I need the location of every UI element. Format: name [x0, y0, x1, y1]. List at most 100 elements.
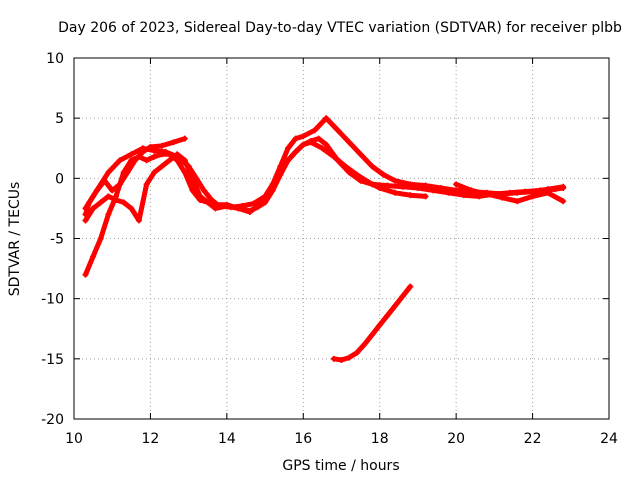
data-point [227, 204, 234, 211]
data-point [361, 341, 368, 348]
data-point [90, 253, 97, 260]
data-point [151, 153, 158, 160]
data-point [323, 115, 330, 122]
data-point [90, 205, 97, 212]
data-point [514, 198, 521, 205]
data-point [135, 217, 142, 224]
data-point [128, 157, 135, 164]
data-point [544, 189, 551, 196]
data-point [109, 187, 116, 194]
data-point [250, 200, 257, 207]
data-point [189, 187, 196, 194]
data-point [254, 204, 261, 211]
data-point [353, 349, 360, 356]
y-axis-label: SDTVAR / TECUs [7, 182, 23, 297]
data-point [285, 145, 291, 152]
data-point [384, 182, 391, 189]
data-point [269, 181, 276, 188]
data-point [319, 145, 326, 152]
y-tick-labels: -20 -15 -10 -5 0 5 10 [41, 51, 64, 428]
data-point [437, 184, 444, 191]
data-point [323, 141, 330, 148]
data-point [116, 157, 123, 164]
x-tick-label: 18 [371, 431, 389, 447]
data-point [135, 153, 142, 160]
data-point [143, 181, 150, 188]
grid-lines [74, 58, 609, 419]
data-point [212, 205, 219, 212]
data-point [346, 354, 353, 361]
data-point [120, 199, 127, 206]
data-point [262, 199, 269, 206]
data-point [346, 139, 353, 146]
data-point [384, 312, 391, 319]
data-point [93, 187, 100, 194]
data-point [392, 302, 398, 309]
data-point [113, 196, 120, 203]
data-point [369, 163, 376, 170]
data-point [422, 193, 429, 200]
y-tick-label: 0 [55, 171, 64, 187]
data-point [307, 139, 314, 146]
data-point [392, 177, 398, 184]
data-point [82, 271, 89, 278]
y-tick-label: 10 [46, 51, 64, 67]
data-point [392, 189, 398, 196]
data-point [453, 181, 460, 188]
data-point [197, 193, 204, 200]
x-tick-labels: 10 12 14 16 18 20 22 24 [65, 431, 618, 447]
data-point [97, 199, 104, 206]
data-point [353, 171, 360, 178]
data-point [216, 203, 223, 210]
data-point [82, 205, 89, 212]
data-point [560, 183, 567, 190]
data-point [105, 169, 112, 176]
x-tick-label: 10 [65, 431, 83, 447]
data-point [292, 148, 299, 155]
data-point [330, 355, 337, 362]
data-point [120, 169, 127, 176]
data-point [311, 127, 318, 134]
data-point [174, 153, 181, 160]
x-tick-label: 20 [447, 431, 465, 447]
data-point [143, 157, 150, 164]
data-point [208, 196, 215, 203]
data-point [181, 169, 188, 176]
data-point [158, 142, 165, 149]
data-point [128, 151, 135, 158]
chart-title: Day 206 of 2023, Sidereal Day-to-day VTE… [58, 20, 622, 36]
data-point [105, 211, 112, 218]
data-point [151, 147, 158, 154]
data-point [97, 235, 104, 242]
data-point [204, 199, 211, 206]
data-point [357, 151, 364, 158]
data-point [239, 203, 246, 210]
data-point [181, 135, 188, 142]
y-tick-label: -5 [50, 232, 64, 248]
data-point [330, 153, 337, 160]
data-point [292, 135, 299, 142]
y-tick-label: -10 [41, 292, 64, 308]
data-point [407, 192, 414, 199]
x-tick-label: 12 [142, 431, 160, 447]
data-point [453, 187, 460, 194]
data-point [529, 193, 536, 200]
data-point [166, 157, 173, 164]
data-point [246, 207, 253, 214]
y-tick-label: 5 [55, 111, 64, 127]
y-tick-label: -20 [41, 412, 64, 428]
data-point [158, 163, 165, 170]
data-point [399, 293, 406, 300]
data-series [82, 115, 567, 364]
data-point [407, 283, 414, 290]
data-point [300, 133, 307, 140]
data-point [200, 187, 207, 194]
data-point [514, 189, 521, 196]
data-point [365, 178, 372, 185]
x-tick-label: 14 [218, 431, 236, 447]
data-point [334, 127, 341, 134]
data-point [407, 181, 414, 188]
data-point [185, 163, 192, 170]
data-point [468, 187, 475, 194]
